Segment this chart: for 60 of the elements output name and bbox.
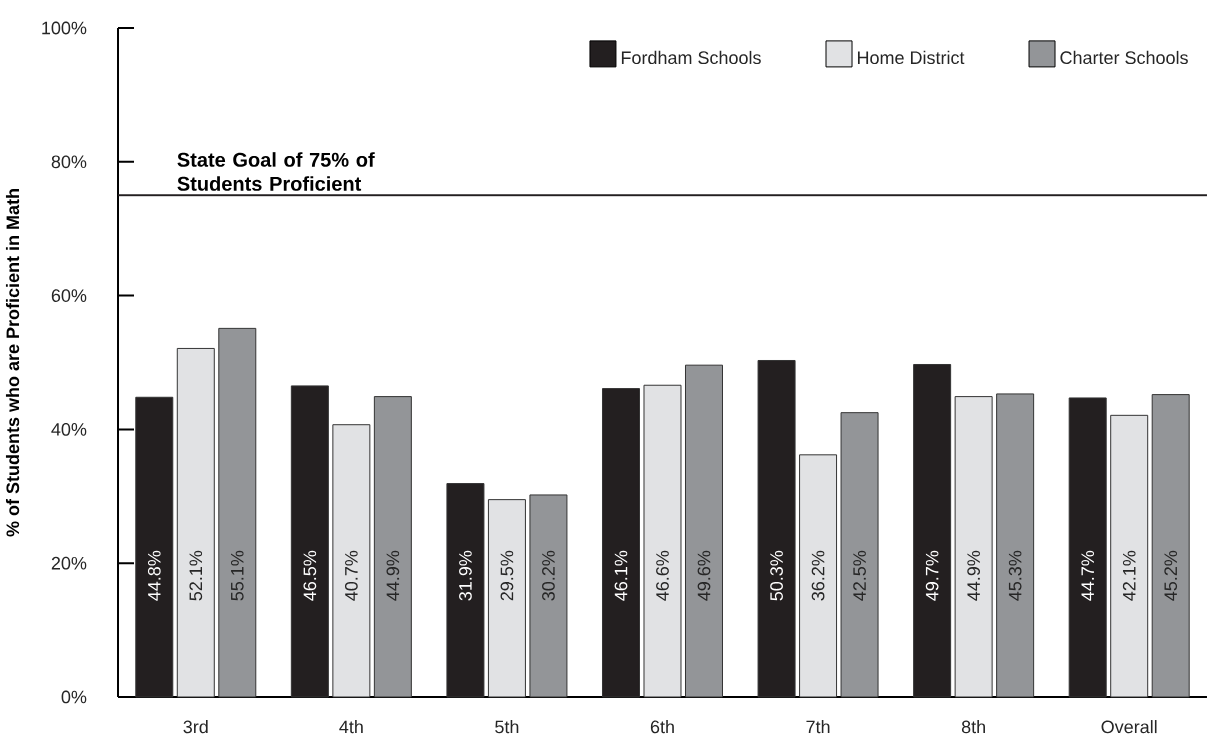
- bar: [332, 424, 371, 698]
- data-label: 30.2%: [542, 550, 555, 601]
- bar: [487, 499, 526, 698]
- bar: [954, 396, 993, 698]
- data-label: 50.3%: [770, 550, 783, 601]
- bar: [446, 483, 485, 698]
- data-label: 44.8%: [147, 550, 161, 601]
- data-label: 45.2%: [1164, 550, 1178, 601]
- data-label: 44.9%: [386, 550, 400, 601]
- data-label: 46.5%: [303, 550, 317, 601]
- data-label: 49.7%: [925, 550, 939, 601]
- bar: [1151, 394, 1190, 698]
- bar: [757, 359, 796, 698]
- bar: [218, 327, 257, 698]
- ref-line-label: State Goal of 75% of Students Proficient: [177, 152, 375, 191]
- bar: [1110, 414, 1149, 698]
- x-tick-label: 8th: [961, 720, 985, 734]
- y-axis-title: % of Students who are Proficient in Math: [5, 189, 20, 537]
- bar: [643, 384, 682, 698]
- data-label: 44.7%: [1081, 550, 1094, 601]
- y-tick-label: 0%: [61, 690, 87, 704]
- y-tick-label: 60%: [51, 289, 87, 302]
- data-label: 42.1%: [1122, 550, 1136, 601]
- legend-label: Home District: [857, 50, 965, 65]
- bar: [602, 388, 640, 698]
- bar: [373, 396, 412, 698]
- y-tick-label: 80%: [51, 155, 87, 169]
- data-label: 40.7%: [344, 550, 358, 601]
- bar: [799, 454, 838, 698]
- legend-label: Fordham Schools: [621, 50, 761, 65]
- legend-label: Charter Schools: [1060, 50, 1188, 65]
- x-tick-label: Overall: [1101, 720, 1157, 734]
- data-label: 45.3%: [1008, 550, 1022, 601]
- bar: [176, 347, 215, 698]
- y-tick-label: 100%: [42, 21, 87, 35]
- data-label: 42.5%: [853, 550, 866, 601]
- bar: [529, 494, 568, 698]
- bar: [290, 385, 329, 698]
- bar: [840, 412, 879, 698]
- x-tick-label: 3rd: [183, 720, 208, 734]
- x-tick-label: 5th: [495, 720, 519, 734]
- bar: [996, 393, 1035, 698]
- data-label: 46.6%: [656, 550, 669, 601]
- data-label: 52.1%: [189, 550, 203, 601]
- bar: [684, 364, 723, 698]
- y-tick-label: 40%: [51, 423, 87, 436]
- data-label: 55.1%: [230, 550, 244, 601]
- y-tick-label: 20%: [51, 556, 87, 570]
- data-label: 36.2%: [811, 550, 825, 601]
- data-label: 31.9%: [459, 550, 472, 601]
- x-tick-label: 6th: [650, 720, 674, 734]
- x-tick-label: 7th: [806, 720, 830, 734]
- data-label: 44.9%: [967, 550, 981, 601]
- bar: [913, 363, 952, 698]
- data-label: 49.6%: [697, 550, 711, 601]
- bar: [1068, 397, 1107, 698]
- data-label: 29.5%: [500, 550, 514, 601]
- bar: [135, 396, 174, 698]
- data-label: 46.1%: [614, 550, 628, 601]
- x-tick-label: 4th: [339, 720, 363, 734]
